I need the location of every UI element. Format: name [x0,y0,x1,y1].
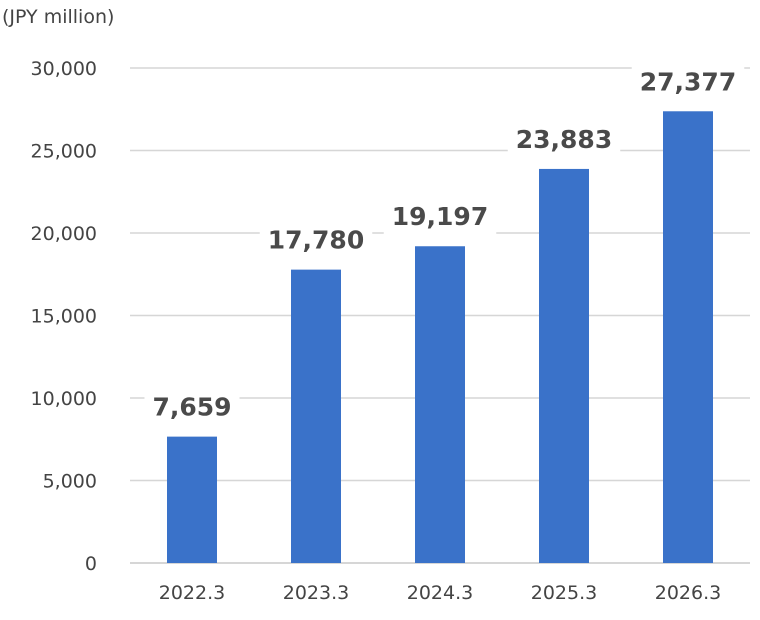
y-axis-ticks: 0 5,000 10,000 15,000 20,000 25,000 30,000 [31,58,97,575]
data-label-background [259,222,373,258]
bars [167,111,713,564]
y-tick-label: 30,000 [31,58,97,80]
y-tick-label: 10,000 [31,388,97,410]
bar [663,111,713,563]
bar [291,269,341,563]
data-label-background [631,64,745,100]
x-axis-ticks: 2022.3 2023.3 2024.3 2025.3 2026.3 [159,582,721,604]
unit-label: (JPY million) [2,6,114,28]
data-label-background [144,389,240,425]
bar [167,436,217,563]
data-label: 7,659 [152,393,231,422]
x-tick-label: 2022.3 [159,582,225,604]
data-label: 19,197 [392,202,488,231]
data-labels: 7,659 17,780 19,197 23,883 27,377 [144,64,745,425]
y-tick-label: 20,000 [31,223,97,245]
data-label: 23,883 [516,125,612,154]
y-tick-label: 5,000 [43,471,97,493]
x-tick-label: 2026.3 [655,582,721,604]
data-label: 27,377 [640,67,736,96]
y-tick-label: 15,000 [31,306,97,328]
data-label: 17,780 [268,226,364,255]
y-tick-label: 0 [85,553,97,575]
bar [415,246,465,563]
x-tick-label: 2023.3 [283,582,349,604]
data-label-background [383,199,497,235]
x-tick-label: 2024.3 [407,582,473,604]
x-tick-label: 2025.3 [531,582,597,604]
y-tick-label: 25,000 [31,141,97,163]
data-label-background [507,121,621,157]
bar [539,168,589,564]
